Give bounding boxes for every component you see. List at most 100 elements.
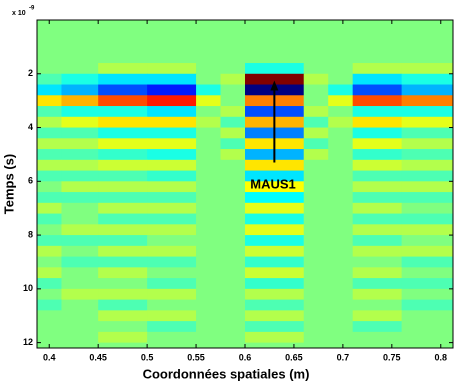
heatmap-cell (147, 138, 197, 150)
heatmap-cell (401, 278, 454, 290)
heatmap-cell (147, 170, 197, 182)
heatmap-cell (303, 202, 329, 215)
heatmap-cell (37, 310, 62, 322)
heatmap-cell (147, 310, 197, 322)
x-tick-label: 0.8 (435, 352, 448, 362)
heatmap-cell (37, 84, 62, 96)
heatmap-cell (61, 288, 99, 301)
heatmap-cell (61, 213, 99, 225)
heatmap-cell (401, 331, 454, 344)
heatmap-cell (98, 224, 148, 236)
heatmap-cell (196, 127, 222, 139)
heatmap-cell (245, 256, 305, 268)
heatmap-cell (220, 192, 246, 204)
heatmap-cell (245, 267, 305, 279)
heatmap-cell (303, 84, 329, 96)
heatmap-cell (401, 116, 454, 129)
heatmap-cell (401, 159, 454, 172)
heatmap-cell (352, 213, 403, 225)
heatmap-cell (147, 245, 197, 258)
heatmap-cell (196, 213, 222, 225)
heatmap-cell (303, 213, 329, 225)
heatmap-cell (220, 235, 246, 247)
heatmap-cell (61, 245, 99, 258)
heatmap-cell (61, 106, 99, 118)
heatmap-cell (147, 149, 197, 161)
heatmap-cell (147, 288, 197, 301)
heatmap-cell (352, 149, 403, 161)
heatmap-cell (37, 73, 62, 86)
heatmap-cell (196, 310, 222, 322)
heatmap-cell (61, 20, 99, 64)
heatmap-cell (196, 299, 222, 311)
heatmap-cell (328, 310, 354, 322)
heatmap-cell (196, 63, 222, 75)
heatmap-cell (196, 181, 222, 193)
heatmap-cell (328, 116, 354, 129)
heatmap-cell (37, 181, 62, 193)
heatmap (37, 20, 454, 349)
heatmap-cell (328, 127, 354, 139)
heatmap-cell (245, 224, 305, 236)
heatmap-cell (61, 310, 99, 322)
heatmap-cell (328, 342, 354, 349)
y-axis-label: Temps (s) (1, 154, 16, 214)
heatmap-cell (401, 299, 454, 311)
heatmap-cell (61, 170, 99, 182)
heatmap-cell (196, 192, 222, 204)
heatmap-cell (352, 235, 403, 247)
heatmap-cell (245, 278, 305, 290)
heatmap-cell (61, 299, 99, 311)
heatmap-cell (328, 149, 354, 161)
x-tick-label: 0.45 (89, 352, 107, 362)
heatmap-cell (401, 170, 454, 182)
heatmap-cell (328, 288, 354, 301)
heatmap-cell (401, 73, 454, 86)
heatmap-cell (98, 278, 148, 290)
heatmap-cell (61, 127, 99, 139)
heatmap-cell (220, 149, 246, 161)
heatmap-cell (245, 288, 305, 301)
heatmap-cell (196, 267, 222, 279)
heatmap-cell (220, 138, 246, 150)
x-tick-label: 0.4 (43, 352, 56, 362)
heatmap-cell (328, 20, 354, 64)
heatmap-cell (98, 299, 148, 311)
heatmap-cell (98, 288, 148, 301)
heatmap-cell (303, 116, 329, 129)
heatmap-cell (401, 106, 454, 118)
heatmap-cell (303, 181, 329, 193)
heatmap-cell (37, 213, 62, 225)
heatmap-cell (303, 138, 329, 150)
heatmap-cell (98, 321, 148, 333)
heatmap-cell (220, 63, 246, 75)
heatmap-cell (303, 106, 329, 118)
y-tick-label: 6 (28, 176, 33, 186)
heatmap-cell (303, 73, 329, 86)
x-tick-label: 0.5 (141, 352, 154, 362)
heatmap-cell (147, 116, 197, 129)
heatmap-cell (303, 331, 329, 344)
heatmap-cell (352, 170, 403, 182)
heatmap-cell (220, 321, 246, 333)
heatmap-cell (303, 245, 329, 258)
heatmap-cell (352, 310, 403, 322)
heatmap-cell (220, 95, 246, 107)
heatmap-cell (98, 181, 148, 193)
heatmap-cell (147, 321, 197, 333)
heatmap-cell (61, 149, 99, 161)
heatmap-cell (245, 310, 305, 322)
heatmap-cell (196, 95, 222, 107)
heatmap-cell (37, 20, 62, 64)
y-tick-label: 2 (28, 68, 33, 78)
heatmap-cell (98, 159, 148, 172)
heatmap-cell (401, 213, 454, 225)
heatmap-cell (401, 20, 454, 64)
heatmap-cell (61, 95, 99, 107)
heatmap-cell (98, 20, 148, 64)
heatmap-cell (196, 278, 222, 290)
heatmap-cell (220, 20, 246, 64)
heatmap-cell (147, 84, 197, 96)
heatmap-cell (147, 192, 197, 204)
heatmap-cell (245, 73, 305, 86)
